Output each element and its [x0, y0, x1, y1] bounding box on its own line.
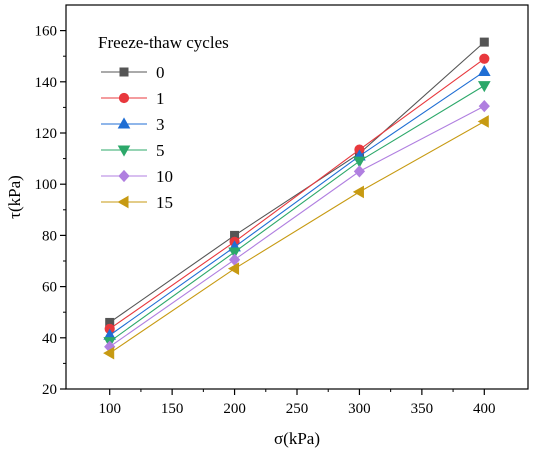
legend-label: 15 [156, 193, 173, 212]
legend-item-1: 1 [101, 89, 165, 108]
data-point [479, 53, 490, 64]
y-tick-label: 40 [42, 331, 57, 347]
series-line [109, 121, 485, 354]
legend-marker [118, 169, 130, 183]
series-1 [104, 53, 490, 334]
data-point [353, 165, 366, 178]
series-5 [103, 81, 491, 349]
legend-marker [117, 117, 131, 129]
data-point [479, 37, 489, 47]
y-tick-label: 160 [35, 24, 58, 40]
data-point [477, 115, 489, 128]
data-point [478, 99, 490, 113]
data-point [227, 262, 240, 275]
x-tick-label: 100 [98, 401, 121, 417]
x-tick-label: 150 [161, 401, 184, 417]
legend-marker [117, 195, 129, 209]
x-axis-title: σ(kPa) [274, 429, 320, 448]
data-point [477, 81, 491, 93]
series-15 [103, 115, 489, 360]
y-tick-label: 120 [35, 126, 58, 142]
legend: Freeze-thaw cycles 0 1 3 5 10 15 [98, 33, 229, 212]
legend-title: Freeze-thaw cycles [98, 33, 229, 52]
legend-label: 0 [156, 63, 165, 82]
legend-marker [118, 92, 130, 104]
x-tick-label: 200 [223, 401, 246, 417]
y-axis: 20 40 60 80 100 120 140 160 [35, 24, 66, 398]
legend-marker [119, 67, 129, 77]
data-point [477, 64, 491, 77]
y-tick-label: 20 [42, 382, 57, 398]
legend-item-10: 10 [101, 167, 173, 186]
x-tick-label: 250 [286, 401, 309, 417]
y-tick-label: 60 [42, 280, 57, 296]
series-line [109, 58, 485, 330]
x-axis: 100 150 200 250 300 350 400 [98, 389, 496, 417]
legend-item-3: 3 [101, 115, 165, 134]
y-tick-label: 100 [35, 177, 58, 193]
legend-marker [117, 145, 131, 157]
legend-label: 3 [156, 115, 165, 134]
data-point [103, 346, 115, 360]
y-axis-title: τ(kPa) [5, 175, 24, 219]
series-10 [104, 99, 490, 353]
legend-item-15: 15 [101, 193, 173, 212]
y-tick-label: 140 [35, 75, 58, 91]
x-tick-label: 400 [473, 401, 496, 417]
legend-label: 10 [156, 167, 173, 186]
data-point [352, 185, 364, 199]
legend-label: 5 [156, 141, 165, 160]
series-layer [103, 37, 491, 360]
legend-label: 1 [156, 89, 165, 108]
series-line [109, 85, 485, 343]
x-tick-label: 350 [411, 401, 434, 417]
series-line [109, 71, 485, 336]
legend-item-5: 5 [101, 141, 165, 160]
data-point [353, 156, 366, 168]
legend-item-0: 0 [101, 63, 165, 82]
data-point [228, 247, 241, 259]
series-line [109, 41, 485, 323]
x-tick-label: 300 [348, 401, 371, 417]
series-line [109, 105, 485, 348]
y-tick-label: 80 [42, 228, 57, 244]
plot-frame [65, 4, 529, 390]
